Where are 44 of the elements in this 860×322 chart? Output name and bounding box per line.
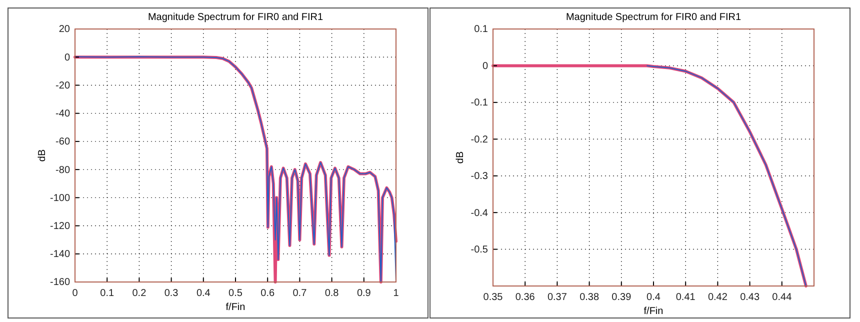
y-tick-label: 0 [482, 60, 488, 72]
y-tick-label: 0.1 [474, 24, 488, 36]
chart-title: Magnitude Spectrum for FIR0 and FIR1 [566, 12, 742, 23]
y-tick-label: -0.5 [470, 244, 488, 256]
x-tick-label: 0.39 [612, 292, 632, 303]
y-tick-label: -60 [56, 136, 70, 148]
x-tick-label: 1 [393, 288, 400, 299]
x-tick-label: 0.36 [515, 292, 536, 303]
x-tick-label: 0.37 [547, 292, 568, 303]
y-tick-label: -140 [50, 249, 70, 260]
y-tick-label: -20 [56, 80, 70, 92]
x-tick-label: 0.42 [708, 292, 728, 303]
y-tick-label: -0.1 [470, 98, 488, 109]
y-tick-label: -0.3 [470, 171, 488, 182]
y-tick-label: -0.2 [470, 134, 488, 146]
y-axis-title: dB [455, 151, 466, 164]
y-tick-label: 20 [58, 24, 70, 36]
y-tick-label: -160 [50, 277, 70, 288]
y-tick-label: -120 [50, 220, 70, 232]
y-tick-label: -80 [56, 164, 70, 176]
x-tick-label: 0.7 [292, 288, 308, 299]
y-tick-label: -0.4 [470, 208, 488, 219]
x-tick-label: 0.4 [646, 292, 661, 303]
x-tick-label: 0.6 [260, 288, 275, 299]
x-tick-label: 0.3 [164, 288, 179, 299]
x-tick-label: 0.41 [676, 292, 696, 303]
x-tick-label: 0.2 [132, 288, 147, 299]
x-tick-label: 0.9 [356, 288, 372, 299]
x-tick-label: 0.4 [196, 288, 211, 299]
x-tick-label: 0.43 [740, 292, 760, 303]
y-tick-label: -100 [50, 192, 70, 204]
x-tick-label: 0.35 [483, 292, 504, 303]
x-tick-label: 0 [72, 288, 78, 299]
y-tick-label: 0 [64, 52, 70, 64]
x-tick-label: 0.1 [100, 288, 114, 299]
y-axis-title: dB [37, 149, 48, 162]
x-tick-label: 0.44 [772, 292, 792, 303]
x-tick-label: 0.5 [228, 288, 243, 299]
x-tick-label: 0.8 [324, 288, 340, 299]
x-axis-title: f/Fin [226, 302, 246, 313]
y-tick-label: -40 [56, 108, 70, 120]
x-axis-title: f/Fin [644, 306, 664, 317]
x-tick-label: 0.38 [580, 292, 600, 303]
chart-title: Magnitude Spectrum for FIR0 and FIR1 [148, 12, 324, 23]
